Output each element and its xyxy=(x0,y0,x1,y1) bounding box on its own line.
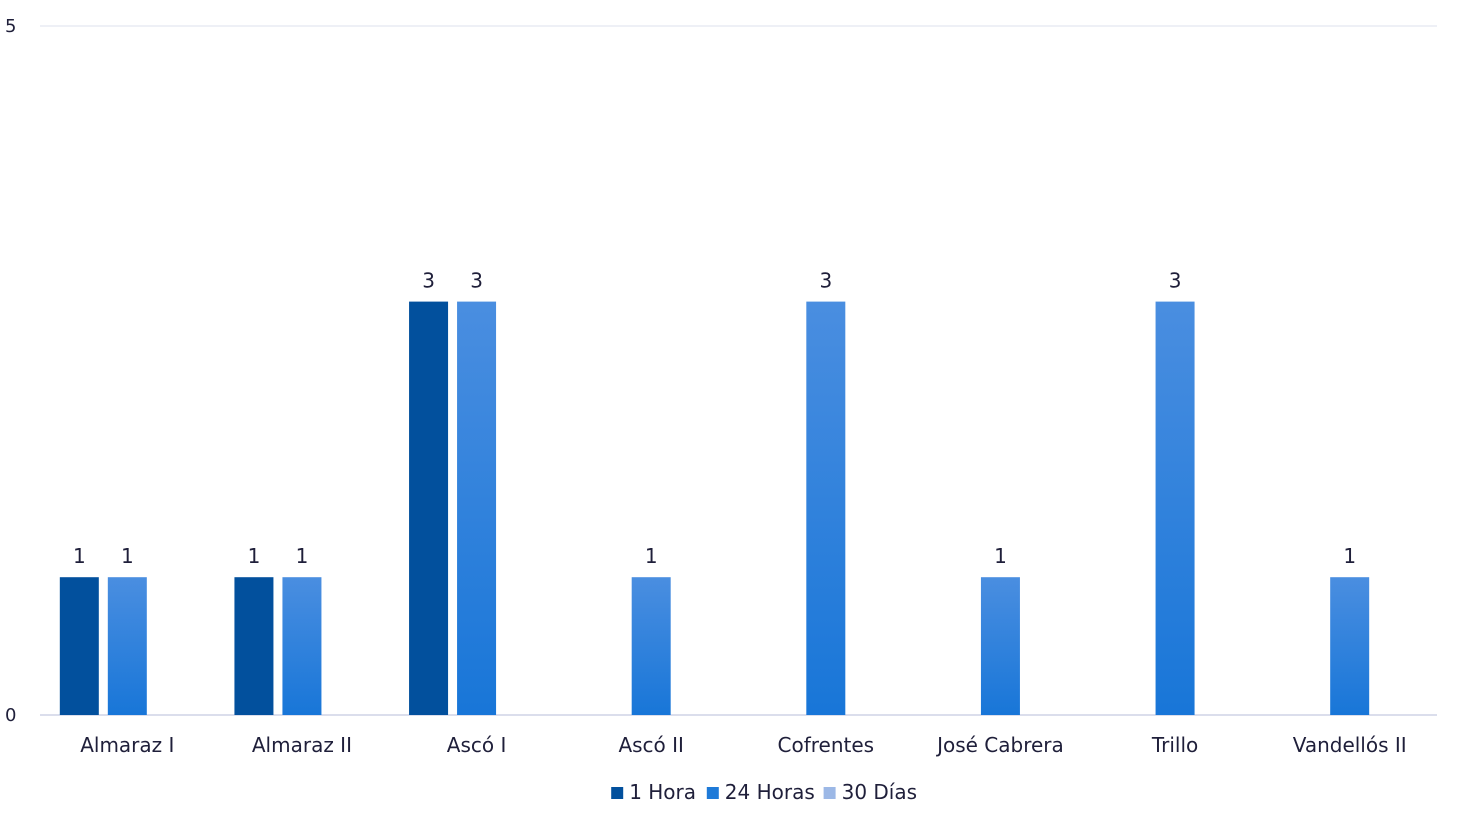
bar-1-hora-1 xyxy=(234,577,274,715)
data-label: 1 xyxy=(121,544,134,568)
legend-swatch xyxy=(823,787,836,799)
y-tick-label: 0 xyxy=(5,705,16,726)
data-label: 1 xyxy=(645,544,658,568)
y-tick-label: 5 xyxy=(5,16,16,37)
x-tick-label: Cofrentes xyxy=(778,733,875,757)
bar-24-horas-7 xyxy=(1330,577,1370,715)
bar-24-horas-3 xyxy=(631,577,671,715)
bar-24-horas-6 xyxy=(1155,301,1195,715)
data-label: 1 xyxy=(73,544,86,568)
bar-1-hora-0 xyxy=(59,577,99,715)
x-tick-label: Trillo xyxy=(1151,733,1198,757)
bar-24-horas-0 xyxy=(107,577,147,715)
x-tick-label: Vandellós II xyxy=(1293,733,1407,757)
x-tick-label: Almaraz I xyxy=(80,733,174,757)
data-label: 3 xyxy=(819,269,832,293)
legend-label: 30 Días xyxy=(842,780,917,804)
bar-24-horas-5 xyxy=(980,577,1020,715)
x-tick-label: Ascó II xyxy=(618,733,684,757)
legend-label: 1 Hora xyxy=(629,780,696,804)
legend-item-2: 30 Días xyxy=(823,780,917,804)
data-label: 3 xyxy=(422,269,435,293)
legend-item-0: 1 Hora xyxy=(611,780,696,804)
legend-swatch xyxy=(706,787,719,799)
bar-1-hora-2 xyxy=(409,301,449,715)
data-label: 1 xyxy=(994,544,1007,568)
bar-24-horas-1 xyxy=(282,577,322,715)
data-label: 1 xyxy=(296,544,309,568)
data-label: 1 xyxy=(1343,544,1356,568)
legend-swatch xyxy=(611,787,624,799)
bar-24-horas-4 xyxy=(806,301,846,715)
x-tick-label: Ascó I xyxy=(447,733,507,757)
x-tick-label: José Cabrera xyxy=(935,733,1064,757)
data-label: 3 xyxy=(1169,269,1182,293)
data-label: 3 xyxy=(470,269,483,293)
legend-label: 24 Horas xyxy=(725,780,815,804)
legend-item-1: 24 Horas xyxy=(706,780,815,804)
bar-24-horas-2 xyxy=(457,301,497,715)
data-label: 1 xyxy=(248,544,261,568)
x-tick-label: Almaraz II xyxy=(252,733,352,757)
